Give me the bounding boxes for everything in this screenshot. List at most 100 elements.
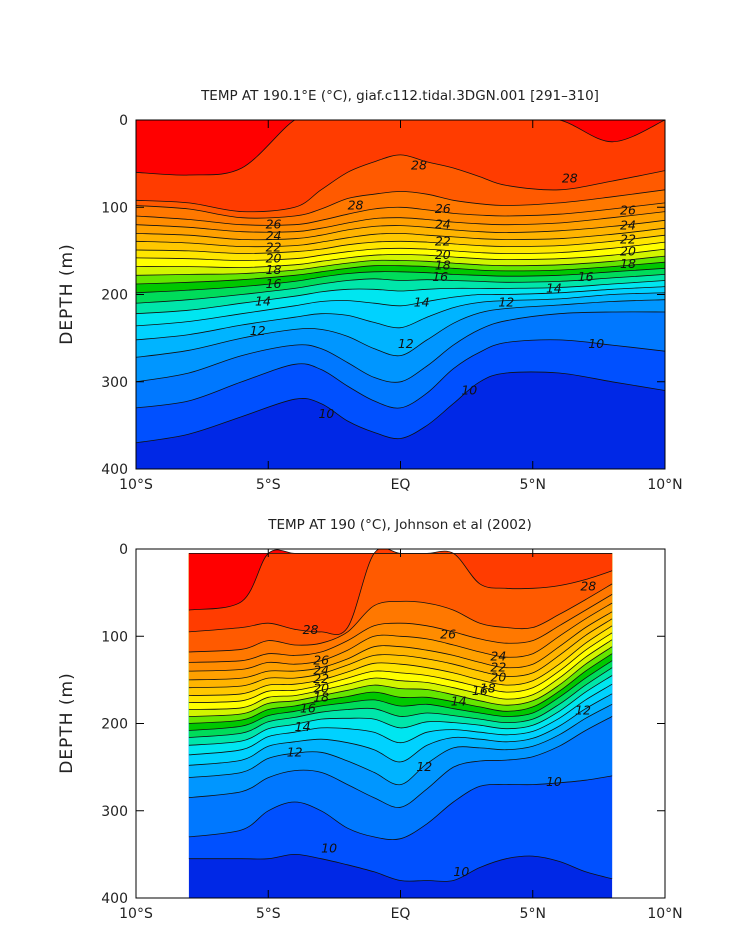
contour-label: 24: [313, 662, 329, 677]
contour-label: 20: [620, 244, 636, 259]
contour-label: 12: [250, 323, 266, 338]
contour-label: 26: [313, 653, 329, 668]
contour-label: 14: [295, 719, 311, 734]
contour-labels: 2828262624222018242220181614161412121210…: [287, 579, 597, 879]
contour-label: 16: [472, 683, 488, 698]
contour-label: 10: [453, 864, 469, 879]
x-tick-label: 5°S: [256, 477, 281, 493]
y-tick-label: 0: [119, 113, 128, 129]
x-tick-label: EQ: [391, 477, 411, 493]
contour-label: 12: [416, 759, 432, 774]
isotherm-16: [136, 274, 665, 304]
isotherm-12: [188, 703, 613, 786]
contour-label: 28: [348, 198, 364, 213]
contour-plot: [188, 549, 613, 898]
x-tick-label: 5°S: [256, 906, 281, 922]
contour-label: 18: [620, 256, 636, 271]
chart-title: TEMP AT 190 (°C), Johnson et al (2002): [267, 517, 532, 533]
isotherm-17: [136, 267, 665, 294]
contour-plot: [136, 120, 665, 469]
temperature-band-29: [136, 120, 665, 176]
contour-label: 20: [490, 669, 506, 684]
isotherm-26: [188, 594, 613, 663]
temperature-band-29: [188, 549, 613, 611]
isotherm-19: [188, 646, 613, 717]
isotherm-27: [188, 583, 613, 653]
contour-label: 14: [414, 294, 430, 309]
isotherm-23: [136, 227, 665, 248]
y-tick-label: 0: [119, 542, 128, 558]
contour-label: 28: [303, 622, 319, 637]
contour-label: 16: [300, 701, 316, 716]
isotherm-25: [188, 602, 613, 672]
contour-label: 24: [620, 218, 636, 233]
contour-label: 18: [266, 262, 282, 277]
contour-label: 26: [266, 217, 282, 232]
y-tick-label: 400: [101, 462, 128, 478]
y-tick-label: 100: [101, 200, 128, 216]
panel-bottom: TEMP AT 190 (°C), Johnson et al (2002) 2…: [57, 517, 683, 922]
x-tick-label: 10°S: [119, 477, 153, 493]
isotherm-9: [136, 371, 665, 444]
contour-label: 20: [435, 247, 451, 262]
isotherm-15: [188, 675, 613, 746]
contour-label: 16: [266, 276, 282, 291]
isotherm-22: [188, 625, 613, 696]
x-tick-label: EQ: [391, 906, 411, 922]
contour-label: 16: [578, 269, 594, 284]
contour-label: 24: [435, 217, 451, 232]
isotherm-12: [136, 299, 665, 358]
x-tick-label: 5°N: [520, 906, 546, 922]
contour-label: 28: [562, 170, 578, 185]
isotherm-10: [136, 339, 665, 409]
isotherm-29: [136, 120, 665, 176]
isotherm-18: [188, 653, 613, 724]
isotherm-22: [136, 234, 665, 254]
contour-label: 28: [411, 157, 427, 172]
temperature-band-28: [188, 549, 613, 635]
y-tick-label: 200: [101, 717, 128, 733]
contour-label: 26: [620, 203, 636, 218]
isotherm-13: [136, 292, 665, 341]
y-axis-label: DEPTH (m): [57, 672, 77, 773]
isotherm-17: [188, 660, 613, 731]
isotherm-26: [136, 202, 665, 226]
isotherm-21: [188, 632, 613, 703]
isotherm-19: [136, 255, 665, 276]
isotherm-14: [136, 286, 665, 327]
contour-label: 18: [480, 681, 496, 696]
x-tick-label: 10°N: [647, 477, 682, 493]
isotherm-20: [136, 248, 665, 268]
y-tick-label: 200: [101, 288, 128, 304]
y-tick-label: 300: [101, 804, 128, 820]
contour-label: 10: [588, 336, 604, 351]
contour-label: 20: [313, 681, 329, 696]
y-tick-label: 100: [101, 629, 128, 645]
chart-title: TEMP AT 190.1°E (°C), giaf.c112.tidal.3D…: [200, 88, 599, 104]
isotherm-20: [188, 639, 613, 710]
contour-label: 10: [461, 382, 477, 397]
isotherm-11: [188, 716, 613, 808]
isotherm-23: [188, 618, 613, 689]
isotherm-15: [136, 280, 665, 315]
isotherm-16: [188, 667, 613, 738]
isotherm-9: [188, 853, 613, 882]
contour-label: 22: [313, 671, 329, 686]
contour-label: 12: [498, 294, 514, 309]
isotherm-27: [136, 189, 665, 219]
contour-label: 16: [432, 269, 448, 284]
x-tick-label: 5°N: [520, 477, 546, 493]
contour-label: 14: [255, 293, 271, 308]
contour-label: 18: [435, 258, 451, 273]
contour-label: 10: [546, 774, 562, 789]
isotherm-24: [188, 611, 613, 681]
contour-label: 22: [490, 660, 506, 675]
contour-label: 12: [575, 702, 591, 717]
contour-label: 26: [435, 201, 451, 216]
isotherm-21: [136, 241, 665, 261]
contour-label: 22: [266, 239, 282, 254]
contour-label: 18: [313, 689, 329, 704]
y-tick-label: 300: [101, 375, 128, 391]
contour-label: 22: [435, 233, 451, 248]
